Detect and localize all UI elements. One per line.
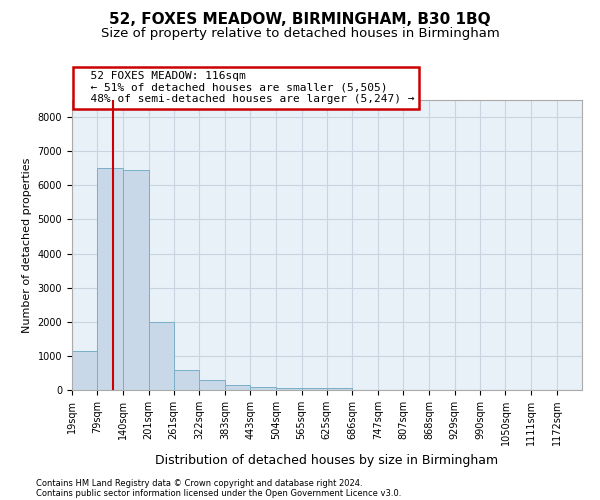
Bar	[276, 388, 302, 390]
Bar	[123, 170, 149, 390]
Bar	[72, 351, 97, 390]
Bar	[149, 322, 174, 390]
Bar	[327, 388, 352, 390]
X-axis label: Distribution of detached houses by size in Birmingham: Distribution of detached houses by size …	[155, 454, 499, 466]
Bar	[302, 388, 327, 390]
Y-axis label: Number of detached properties: Number of detached properties	[22, 158, 32, 332]
Text: Contains public sector information licensed under the Open Government Licence v3: Contains public sector information licen…	[36, 488, 401, 498]
Bar	[97, 168, 123, 390]
Text: Contains HM Land Registry data © Crown copyright and database right 2024.: Contains HM Land Registry data © Crown c…	[36, 478, 362, 488]
Bar	[199, 380, 225, 390]
Bar	[174, 370, 199, 390]
Bar	[250, 387, 276, 390]
Bar	[225, 385, 250, 390]
Text: 52 FOXES MEADOW: 116sqm
  ← 51% of detached houses are smaller (5,505)
  48% of : 52 FOXES MEADOW: 116sqm ← 51% of detache…	[77, 71, 415, 104]
Text: 52, FOXES MEADOW, BIRMINGHAM, B30 1BQ: 52, FOXES MEADOW, BIRMINGHAM, B30 1BQ	[109, 12, 491, 28]
Text: Size of property relative to detached houses in Birmingham: Size of property relative to detached ho…	[101, 28, 499, 40]
